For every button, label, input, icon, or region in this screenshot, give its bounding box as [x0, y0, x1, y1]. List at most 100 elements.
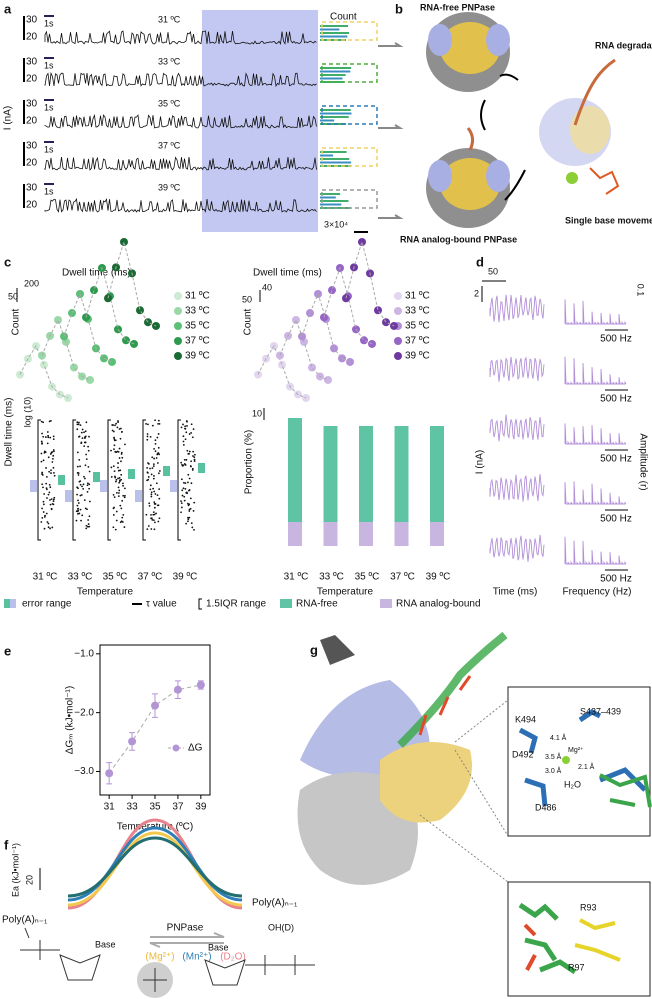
legend-dot — [394, 292, 402, 300]
panel-label: b — [395, 1, 403, 16]
signal-trace — [489, 294, 545, 323]
dwell-dot — [80, 441, 83, 444]
dwell-dot — [51, 461, 54, 463]
scale-label: 20 — [26, 116, 38, 127]
dwell-dot — [119, 437, 122, 440]
current-trace — [44, 30, 317, 46]
legend-label: RNA analog-bound — [396, 599, 481, 610]
equilibrium-arrow — [149, 932, 225, 948]
hist-dot — [54, 316, 62, 324]
movement-label: Single base movement — [565, 215, 652, 225]
dwell-dot — [76, 510, 79, 513]
dwell-dot — [41, 516, 44, 519]
dwell-dot — [146, 528, 149, 530]
dwell-dot — [53, 472, 55, 474]
inset — [507, 881, 651, 997]
hist-link — [85, 266, 135, 345]
dwell-dot — [152, 463, 155, 466]
dwell-dot — [53, 474, 56, 477]
base-label: Base — [208, 942, 229, 952]
hist-dot — [360, 336, 368, 345]
dwell-dot — [121, 516, 124, 519]
dwell-dot — [189, 465, 192, 467]
y-axis-label: Count — [11, 308, 22, 335]
dwell-dot — [76, 428, 79, 431]
dwell-dot — [115, 519, 118, 522]
panel-a: a I (nA) Count 3×10⁴ 30 20 1s 31 ºC 30 20 1s 33… — [3, 1, 404, 233]
dwell-dot — [87, 449, 90, 452]
dwell-dot — [111, 429, 114, 432]
dwell-dot — [147, 462, 149, 464]
dwell-dot — [78, 435, 81, 438]
hist-dot — [328, 286, 336, 295]
nucleotide — [518, 902, 577, 975]
dwell-dot — [51, 526, 54, 529]
rna — [418, 675, 472, 736]
dwell-dot — [80, 494, 83, 496]
dwell-dot — [49, 503, 52, 506]
protein-domain — [486, 160, 510, 192]
dwell-dot — [120, 451, 123, 454]
protein-domain — [380, 742, 472, 823]
dwell-dot — [123, 496, 126, 499]
dwell-dot — [182, 464, 185, 467]
spectrum — [564, 481, 627, 505]
dwell-dot — [157, 472, 160, 475]
dwell-dot — [40, 420, 43, 423]
panel-g: g K494 S437–439 4.1 Å D492 3.5 Å Mg²⁺ 2.… — [297, 631, 652, 997]
scale-label: 30 — [26, 183, 38, 194]
dwell-dot — [182, 444, 185, 446]
dwell-dot — [193, 460, 196, 463]
dwell-dot — [151, 467, 154, 469]
protein-domain — [440, 22, 500, 74]
scale-label: 500 Hz — [600, 394, 632, 405]
dwell-dot — [156, 462, 159, 464]
hist-link — [257, 344, 307, 399]
dwell-dot — [115, 422, 118, 425]
dwell-dot — [153, 457, 156, 460]
scale-label: 500 Hz — [600, 454, 632, 465]
dwell-dot — [41, 507, 43, 510]
x-tick-label: 37 ºC — [138, 572, 163, 583]
dwell-dot — [190, 522, 193, 525]
panel-label: a — [4, 1, 12, 16]
energy-curve — [67, 836, 243, 898]
current-trace — [44, 197, 317, 213]
legend-label: 31 ºC — [185, 291, 210, 302]
dwell-dot — [76, 504, 79, 507]
scale-label: 500 Hz — [600, 334, 632, 345]
hist-dot — [292, 316, 300, 324]
hist-dot — [136, 306, 144, 315]
dwell-dot — [158, 470, 161, 472]
legend-label: 33 ºC — [405, 306, 430, 317]
dwell-dot — [186, 502, 189, 505]
dwell-dot — [153, 475, 155, 477]
protein-domain — [428, 160, 452, 192]
dwell-dot — [112, 514, 115, 516]
dwell-dot — [187, 504, 190, 507]
connector — [419, 699, 509, 883]
dwell-dot — [182, 481, 185, 484]
dwell-dot — [47, 526, 50, 529]
dwell-dot — [122, 494, 125, 497]
dwell-dot — [187, 520, 189, 523]
hist-dot — [90, 286, 98, 295]
scale-label: 500 Hz — [600, 514, 632, 525]
dwell-dot — [193, 501, 196, 504]
x-tick-label: 31 — [104, 802, 116, 813]
dwell-dot — [83, 445, 86, 448]
dwell-dot — [52, 500, 55, 503]
y-axis-label: I (nA) — [3, 106, 14, 130]
y-tick-label: −2.0 — [74, 707, 94, 718]
dwell-dot — [112, 493, 115, 496]
dwell-dot — [42, 503, 45, 506]
hist-link — [323, 266, 373, 345]
legend-label: 39 ºC — [405, 351, 430, 362]
dwell-dot — [115, 491, 118, 494]
nucleotide — [589, 167, 620, 195]
dwell-dot — [146, 438, 149, 441]
error-range — [198, 463, 205, 473]
spectrum — [564, 356, 627, 385]
water-label: H₂O — [564, 779, 581, 789]
